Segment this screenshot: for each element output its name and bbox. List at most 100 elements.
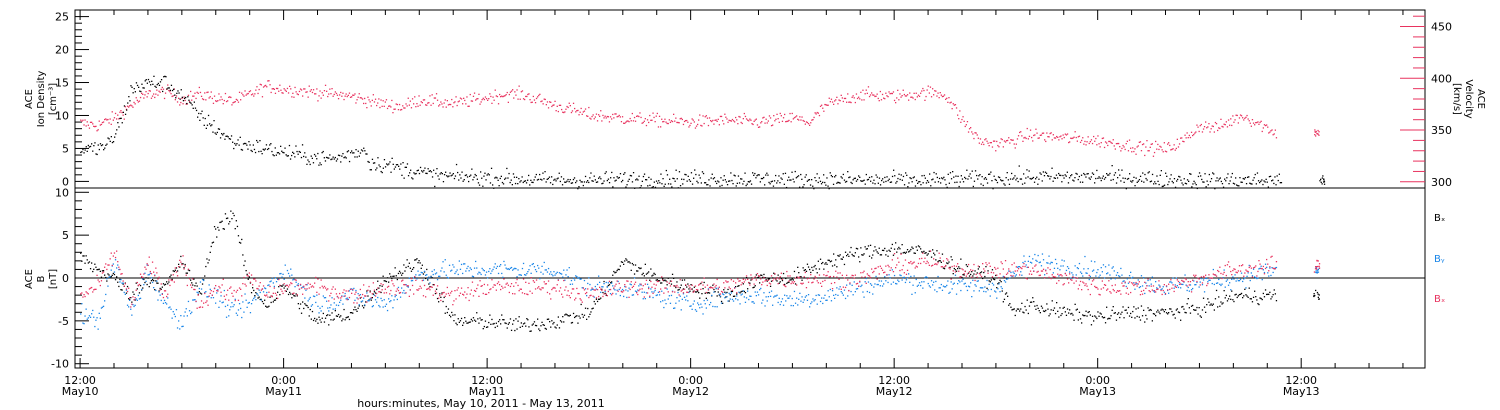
by-point — [229, 309, 231, 311]
bx-point — [736, 293, 738, 295]
bx-point — [670, 283, 673, 285]
velocity-point — [318, 95, 320, 97]
density-point — [868, 176, 871, 179]
bz-point — [502, 287, 504, 289]
density-point — [754, 172, 756, 175]
bz-point — [541, 287, 543, 289]
by-point — [644, 298, 646, 300]
velocity-point — [706, 117, 709, 119]
density-point — [1243, 178, 1245, 180]
velocity-point — [233, 101, 235, 103]
bx-point — [614, 272, 616, 274]
bx-point — [1108, 317, 1110, 319]
bx-point — [136, 288, 138, 290]
velocity-point — [580, 107, 582, 110]
by-point — [110, 269, 112, 271]
density-point — [877, 182, 879, 184]
density-point — [1020, 178, 1023, 180]
velocity-point — [877, 97, 879, 100]
density-point — [99, 143, 102, 145]
velocity-point — [105, 118, 107, 120]
density-point — [497, 179, 499, 181]
by-point — [1264, 263, 1267, 265]
by-point — [1219, 283, 1221, 285]
velocity-point — [220, 96, 222, 98]
velocity-point — [712, 119, 714, 122]
by-point — [295, 281, 297, 283]
by-point — [217, 289, 219, 291]
velocity-point — [160, 88, 162, 91]
by-point — [681, 298, 683, 300]
density-point — [931, 179, 933, 181]
velocity-point — [169, 91, 171, 93]
velocity-point — [1045, 140, 1047, 143]
velocity-axis-title-line-1: ACE — [1475, 89, 1486, 109]
by-point — [1195, 284, 1197, 286]
bx-point — [1235, 293, 1237, 295]
velocity-point — [994, 140, 996, 142]
bx-point — [616, 269, 618, 272]
density-point — [535, 173, 537, 176]
by-point — [531, 263, 533, 266]
bx-point — [695, 291, 698, 293]
velocity-point — [567, 106, 569, 109]
by-point — [1225, 280, 1227, 282]
bz-point — [158, 276, 160, 278]
by-point — [262, 291, 265, 293]
bx-point — [269, 296, 271, 298]
density-point — [631, 181, 634, 183]
bx-point — [637, 270, 639, 272]
density-point — [306, 163, 308, 165]
by-point — [371, 306, 373, 308]
bx-point — [1318, 298, 1320, 300]
density-point — [885, 180, 887, 183]
velocity-point — [1001, 138, 1003, 141]
density-point — [905, 172, 907, 174]
by-point — [780, 301, 782, 303]
bx-point — [837, 254, 839, 257]
velocity-point — [814, 112, 816, 114]
velocity-point — [780, 115, 782, 117]
density-point — [1014, 175, 1016, 177]
velocity-point — [178, 97, 180, 99]
bx-point — [275, 297, 278, 299]
bx-point — [702, 288, 704, 290]
density-point — [1193, 180, 1195, 182]
density-point — [1044, 171, 1047, 173]
velocity-point — [194, 92, 196, 94]
density-point — [544, 171, 546, 173]
by-point — [361, 300, 364, 302]
bx-point — [448, 314, 451, 316]
bz-point — [464, 291, 466, 293]
velocity-point — [1229, 124, 1231, 126]
bx-point — [1076, 308, 1078, 310]
velocity-point — [773, 115, 775, 117]
bz-point — [505, 283, 507, 285]
bx-point — [1146, 318, 1148, 320]
by-point — [156, 280, 158, 282]
bx-point — [836, 266, 838, 268]
by-point — [876, 283, 878, 286]
velocity-point — [1266, 124, 1268, 126]
by-point — [935, 280, 937, 283]
bx-point — [1059, 307, 1061, 309]
velocity-point — [1059, 136, 1061, 138]
density-point — [838, 182, 840, 184]
by-point — [364, 304, 366, 306]
density-point — [1142, 172, 1144, 174]
bx-point — [308, 315, 310, 317]
velocity-point — [600, 110, 602, 112]
bz-point — [128, 287, 130, 289]
velocity-point — [1047, 136, 1049, 138]
by-point — [520, 274, 522, 276]
by-point — [1118, 275, 1120, 277]
density-point — [1104, 176, 1107, 179]
velocity-point — [742, 118, 744, 120]
bx-point — [1256, 299, 1258, 301]
density-point — [828, 188, 830, 190]
by-point — [1074, 265, 1076, 267]
by-point — [81, 303, 83, 305]
density-point — [239, 136, 241, 138]
by-point — [742, 290, 744, 292]
bx-point — [302, 301, 304, 303]
